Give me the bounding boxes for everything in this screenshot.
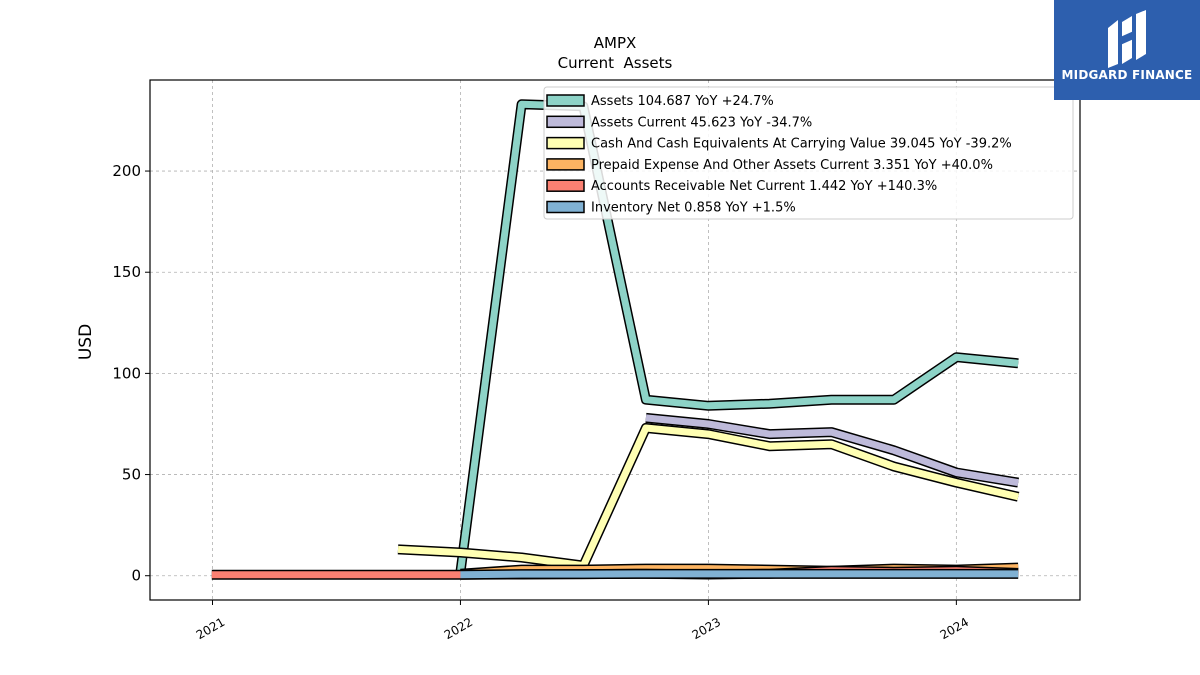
y-tick-label: 0	[131, 567, 141, 585]
series-lines	[211, 99, 1020, 580]
y-tick-label: 150	[112, 263, 141, 281]
x-tick-label: 2021	[194, 615, 227, 642]
y-tick-label: 200	[112, 162, 141, 180]
legend-entry: Assets 104.687 YoY +24.7%	[591, 94, 774, 109]
legend-entry: Assets Current 45.623 YoY -34.7%	[591, 115, 812, 130]
legend-entry: Inventory Net 0.858 YoY +1.5%	[591, 201, 796, 216]
legend-swatch	[546, 94, 585, 107]
legend-swatch	[546, 200, 585, 214]
midgard-logo-icon	[1108, 10, 1146, 68]
legend-box	[543, 86, 1074, 220]
y-tick-label: 100	[112, 364, 141, 382]
series-line-cash-and-cash-equivalents-at-carrying-value	[397, 424, 1019, 570]
brand-logo: MIDGARD FINANCE	[1054, 0, 1200, 100]
legend-swatch	[546, 115, 585, 129]
legend-swatch	[546, 136, 585, 150]
y-axis-label: USD	[76, 324, 96, 360]
legend-entry: Cash And Cash Equivalents At Carrying Va…	[591, 137, 1012, 152]
legend: Assets 104.687 YoY +24.7% Assets Current …	[543, 86, 1074, 220]
legend-swatch	[546, 158, 585, 171]
legend-swatch	[546, 179, 585, 192]
series-line-assets-current	[645, 414, 1019, 487]
chart-title: AMPX	[594, 34, 637, 52]
series-line-inventory-net	[460, 570, 1019, 579]
plot-frame	[149, 79, 1081, 601]
chart-subtitle: Current Assets	[558, 54, 673, 72]
legend-entry: Accounts Receivable Net Current 1.442 Yo…	[591, 179, 937, 194]
brand-logo-text: MIDGARD FINANCE	[1061, 68, 1193, 82]
x-tick-label: 2023	[690, 615, 723, 642]
legend-entry: Prepaid Expense And Other Assets Current…	[591, 158, 993, 173]
y-tick-label: 50	[122, 466, 141, 484]
x-tick-label: 2022	[442, 615, 475, 642]
x-tick-label: 2024	[938, 615, 971, 642]
